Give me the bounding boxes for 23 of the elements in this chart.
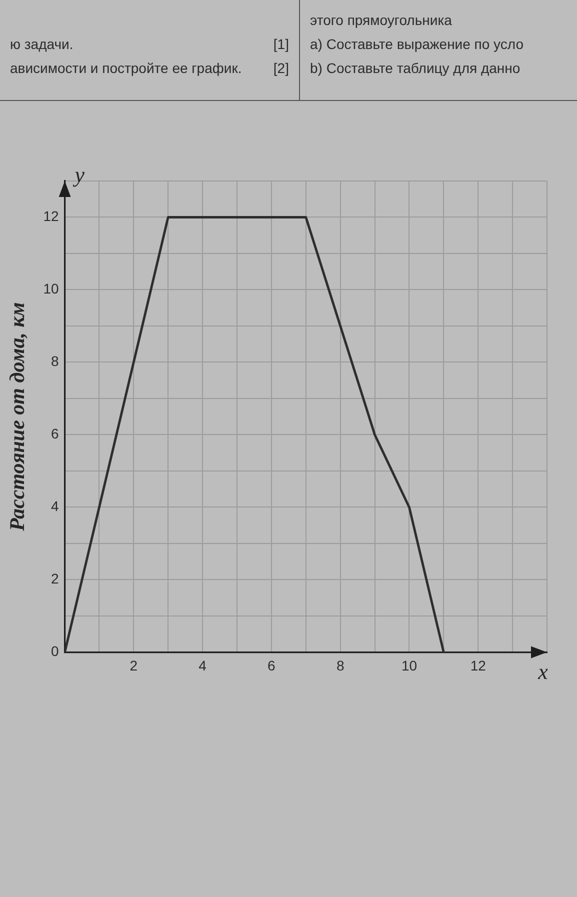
text: ависимости и постройте ее график. bbox=[10, 59, 242, 78]
text: [2] bbox=[273, 59, 289, 78]
x-tick-label: 2 bbox=[130, 657, 138, 674]
y-tick-label: 0 bbox=[50, 643, 59, 660]
x-axis-title: x bbox=[537, 658, 548, 684]
y-tick-label: 4 bbox=[50, 498, 59, 514]
text: [1] bbox=[273, 35, 289, 54]
y-tick-label: 2 bbox=[50, 570, 59, 587]
y-tick-label: 6 bbox=[50, 426, 59, 442]
x-tick-label: 8 bbox=[336, 657, 344, 674]
text: ю задачи. bbox=[10, 35, 74, 54]
y-tick-label: 8 bbox=[50, 353, 59, 370]
x-tick-label: 6 bbox=[268, 657, 276, 674]
text: b) Составьте таблицу для данно bbox=[310, 59, 520, 78]
y-tick-label: 12 bbox=[43, 208, 59, 224]
text: этого прямоугольника bbox=[310, 11, 452, 30]
x-tick-label: 10 bbox=[401, 657, 418, 674]
x-tick-label: 4 bbox=[198, 657, 207, 674]
y-tick-label: 10 bbox=[43, 280, 59, 297]
y-axis-title: Расстояние от дома, км bbox=[5, 302, 30, 532]
annotation: y bbox=[72, 162, 85, 187]
x-tick-label: 12 bbox=[470, 657, 486, 674]
text: a) Составьте выражение по усло bbox=[310, 35, 524, 54]
